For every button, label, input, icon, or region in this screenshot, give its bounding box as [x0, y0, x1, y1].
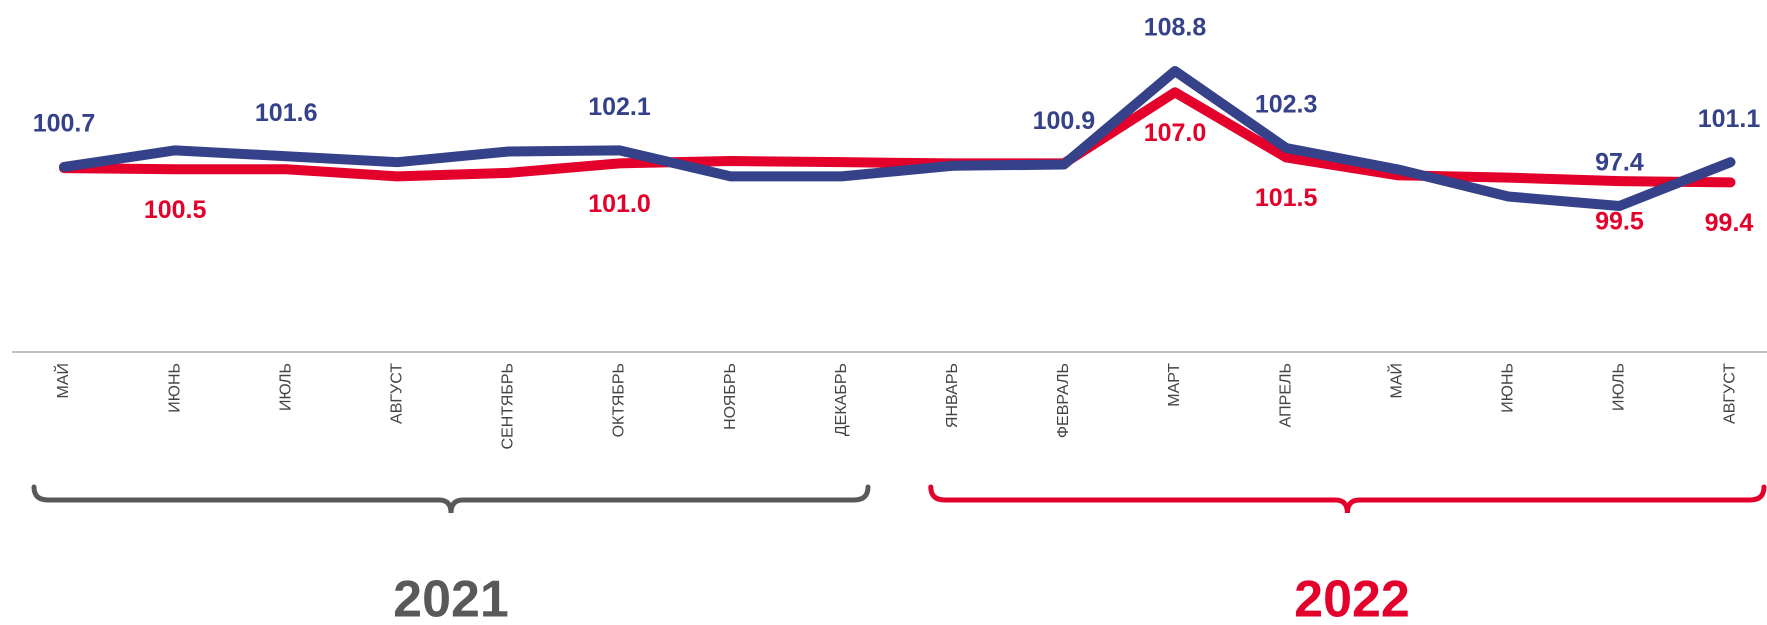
x-tick-label: ИЮЛЬ: [277, 363, 294, 411]
x-tick-label: ОКТЯБРЬ: [611, 363, 628, 437]
data-label: 108.8: [1144, 14, 1207, 42]
x-tick-label: НОЯБРЬ: [722, 363, 739, 430]
group-brace: [31, 484, 871, 514]
series-line: [59, 87, 1736, 188]
x-tick-label: МАРТ: [1166, 363, 1183, 407]
data-label: 107.0: [1144, 119, 1207, 147]
x-tick-label: ФЕВРАЛЬ: [1055, 363, 1072, 438]
x-tick-label: МАЙ: [53, 363, 72, 399]
data-label: 99.5: [1595, 208, 1644, 236]
group-label: 2021: [393, 571, 509, 625]
data-label: 102.3: [1255, 91, 1318, 119]
data-label: 101.1: [1698, 105, 1761, 133]
series-line: [59, 66, 1736, 211]
data-label: 100.9: [1033, 107, 1096, 135]
data-label: 101.6: [255, 99, 318, 127]
group-label: 2022: [1294, 571, 1410, 625]
x-tick-label: ИЮЛЬ: [1611, 363, 1628, 411]
group-brace: [928, 484, 1767, 514]
data-label: 100.5: [144, 196, 207, 224]
data-label: 101.0: [588, 190, 651, 218]
x-tick-label: АВГУСТ: [1722, 363, 1739, 424]
data-label: 97.4: [1595, 149, 1644, 177]
data-label: 101.5: [1255, 184, 1318, 212]
x-tick-label: АВГУСТ: [389, 363, 406, 424]
data-label: 102.1: [588, 93, 651, 121]
x-tick-label: СЕНТЯБРЬ: [500, 363, 517, 449]
x-tick-label: ИЮНЬ: [166, 363, 183, 413]
x-tick-label: МАЙ: [1386, 363, 1405, 399]
data-label: 99.4: [1705, 209, 1754, 237]
x-tick-label: АПРЕЛЬ: [1277, 363, 1294, 427]
x-tick-label: ДЕКАБРЬ: [833, 363, 850, 436]
x-tick-label: ИЮНЬ: [1500, 363, 1517, 413]
data-label: 100.7: [33, 110, 96, 138]
x-tick-label: ЯНВАРЬ: [944, 363, 961, 428]
